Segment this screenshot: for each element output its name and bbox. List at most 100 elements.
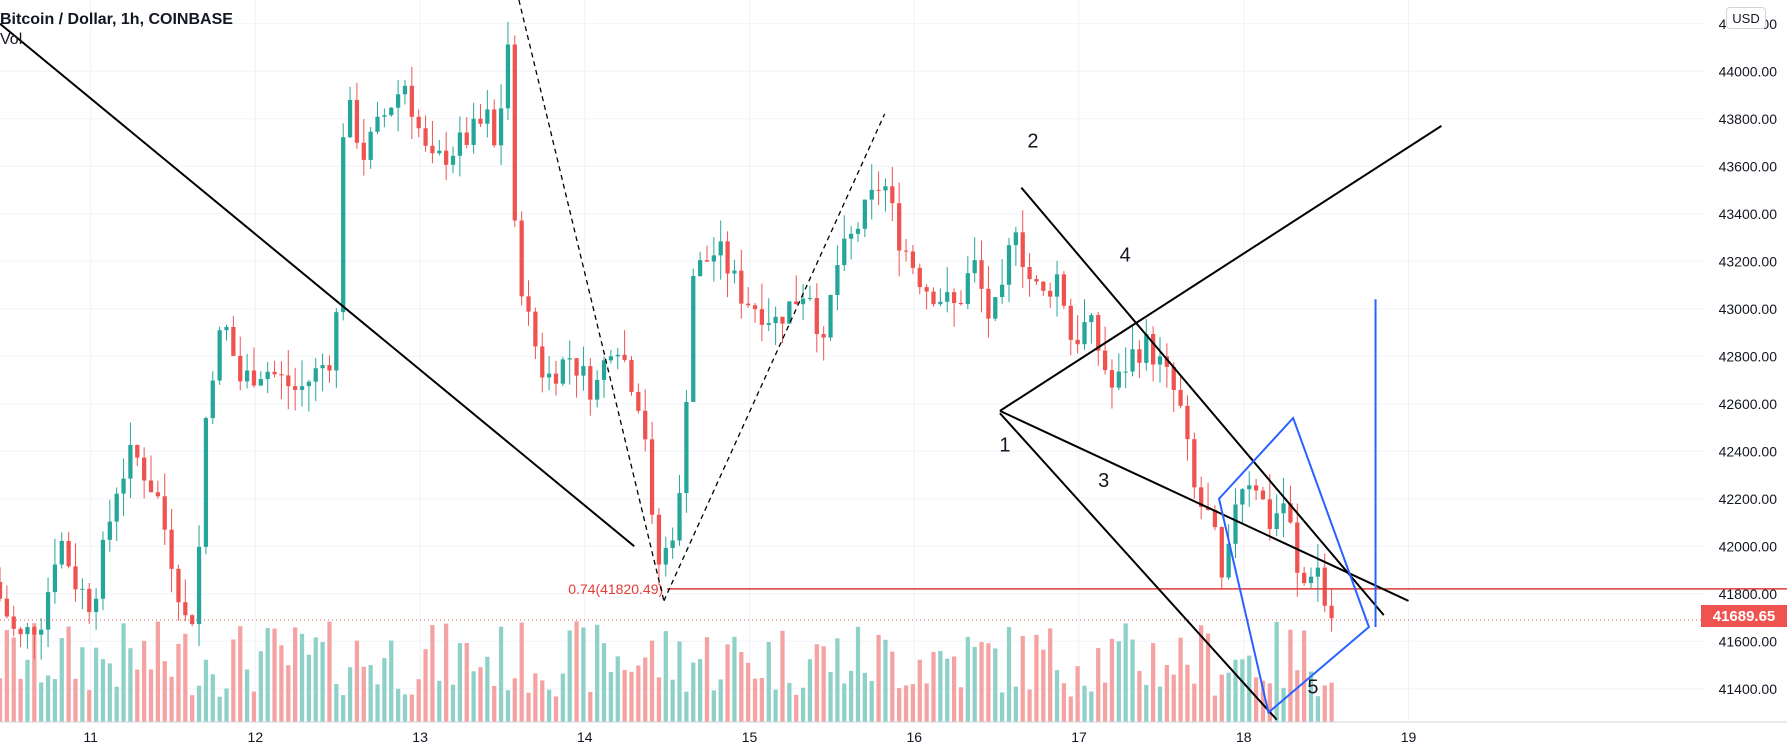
candle-body [423, 128, 428, 146]
candle-body [320, 365, 325, 369]
volume-bar [505, 690, 511, 722]
volume-bar [286, 665, 291, 722]
candle-body [677, 493, 682, 541]
volume-bar [945, 658, 950, 722]
volume-bar [320, 642, 325, 722]
candle-body [203, 418, 209, 547]
candle-body [238, 355, 243, 382]
x-tick-label: 18 [1236, 729, 1252, 745]
candle-body [1068, 305, 1073, 340]
trendline[interactable] [999, 412, 1278, 721]
volume-bar [766, 641, 771, 722]
candle-body [155, 492, 160, 497]
candle-body [1116, 371, 1121, 388]
volume-bar [341, 695, 346, 722]
candle-body [897, 203, 902, 251]
volume-bar [73, 678, 78, 722]
trendline[interactable] [999, 409, 1409, 602]
candle-body [217, 330, 222, 381]
candle-body [286, 375, 291, 387]
volume-bar [924, 683, 929, 722]
volume-bar [1253, 677, 1259, 722]
volume-bar [1116, 641, 1121, 722]
candle-body [258, 379, 263, 386]
candle-body [924, 287, 929, 292]
dashed-trendline[interactable] [518, 0, 665, 602]
candle-body [1000, 284, 1005, 298]
candle-body [794, 301, 799, 305]
candle-body [512, 44, 517, 221]
y-tick-label: 42600.00 [1719, 396, 1778, 412]
symbol-title[interactable]: Bitcoin / Dollar, 1h, COINBASE [0, 11, 233, 28]
candle-body [389, 107, 394, 116]
volume-bar [869, 680, 874, 722]
trendline[interactable] [0, 22, 635, 548]
drawings-layer[interactable]: 0.74(41820.49) 1 2 3 4 5 [0, 0, 1787, 721]
wave-label-5: 5 [1307, 677, 1318, 699]
candle-body [691, 276, 696, 402]
candle-body [169, 529, 174, 569]
currency-button[interactable]: USD [1726, 7, 1766, 29]
candle-body [883, 186, 888, 191]
candle-body [732, 270, 737, 274]
volume-bar [1226, 672, 1231, 722]
candle-body [649, 439, 655, 515]
candle-body [1164, 356, 1169, 367]
volume-bar [951, 656, 957, 722]
x-tick-label: 17 [1071, 729, 1087, 745]
volume-bar [917, 659, 922, 722]
candle-body [1006, 245, 1012, 285]
wedge-box[interactable] [1217, 416, 1371, 715]
volume-bar [752, 678, 758, 722]
candle-body [595, 379, 600, 400]
volume-bar [739, 651, 744, 722]
volume-bar [526, 692, 531, 722]
candle-body [18, 628, 23, 635]
candle-body [903, 250, 909, 252]
volume-bar [938, 651, 943, 722]
candle-body [361, 142, 366, 160]
candle-body [272, 371, 277, 375]
volume-bar [416, 679, 421, 722]
volume-bar [162, 661, 167, 722]
volume-indicator-label[interactable]: Vol [0, 31, 23, 48]
volume-bar [210, 674, 215, 722]
x-tick-label: 15 [742, 729, 758, 745]
volume-bar [4, 630, 9, 722]
candle-body [986, 288, 991, 319]
candle-body [176, 568, 181, 603]
dashed-trendline[interactable] [663, 113, 886, 602]
y-tick-label: 43600.00 [1719, 158, 1778, 174]
volume-bar [100, 659, 106, 722]
candle-body [821, 334, 826, 338]
candle-body [697, 260, 703, 277]
trendline[interactable] [1020, 186, 1385, 616]
candle-body [540, 346, 545, 378]
volume-bar [897, 688, 902, 722]
volume-bar [601, 643, 607, 722]
candle-body [917, 267, 922, 288]
volume-bar [231, 639, 236, 722]
volume-bar [1315, 696, 1321, 722]
candle-body [800, 298, 806, 305]
volume-bar [265, 628, 270, 722]
candle-body [526, 296, 531, 312]
volume-bar [1089, 691, 1094, 722]
volume-bar [684, 691, 689, 722]
volume-bar [444, 623, 449, 722]
volume-bar [1233, 659, 1238, 722]
candle-body [780, 316, 785, 324]
candle-body [1302, 572, 1307, 584]
volume-bar [306, 654, 312, 722]
volume-bar [1322, 685, 1327, 722]
x-tick-label: 13 [412, 729, 428, 745]
candle-body [931, 291, 936, 305]
volume-bar [272, 628, 277, 722]
volume-bar [1068, 696, 1073, 722]
volume-bar [148, 669, 154, 722]
candle-body [1123, 371, 1128, 373]
trendline[interactable] [999, 125, 1442, 412]
volume-bar [787, 682, 792, 722]
candle-body [711, 255, 716, 262]
